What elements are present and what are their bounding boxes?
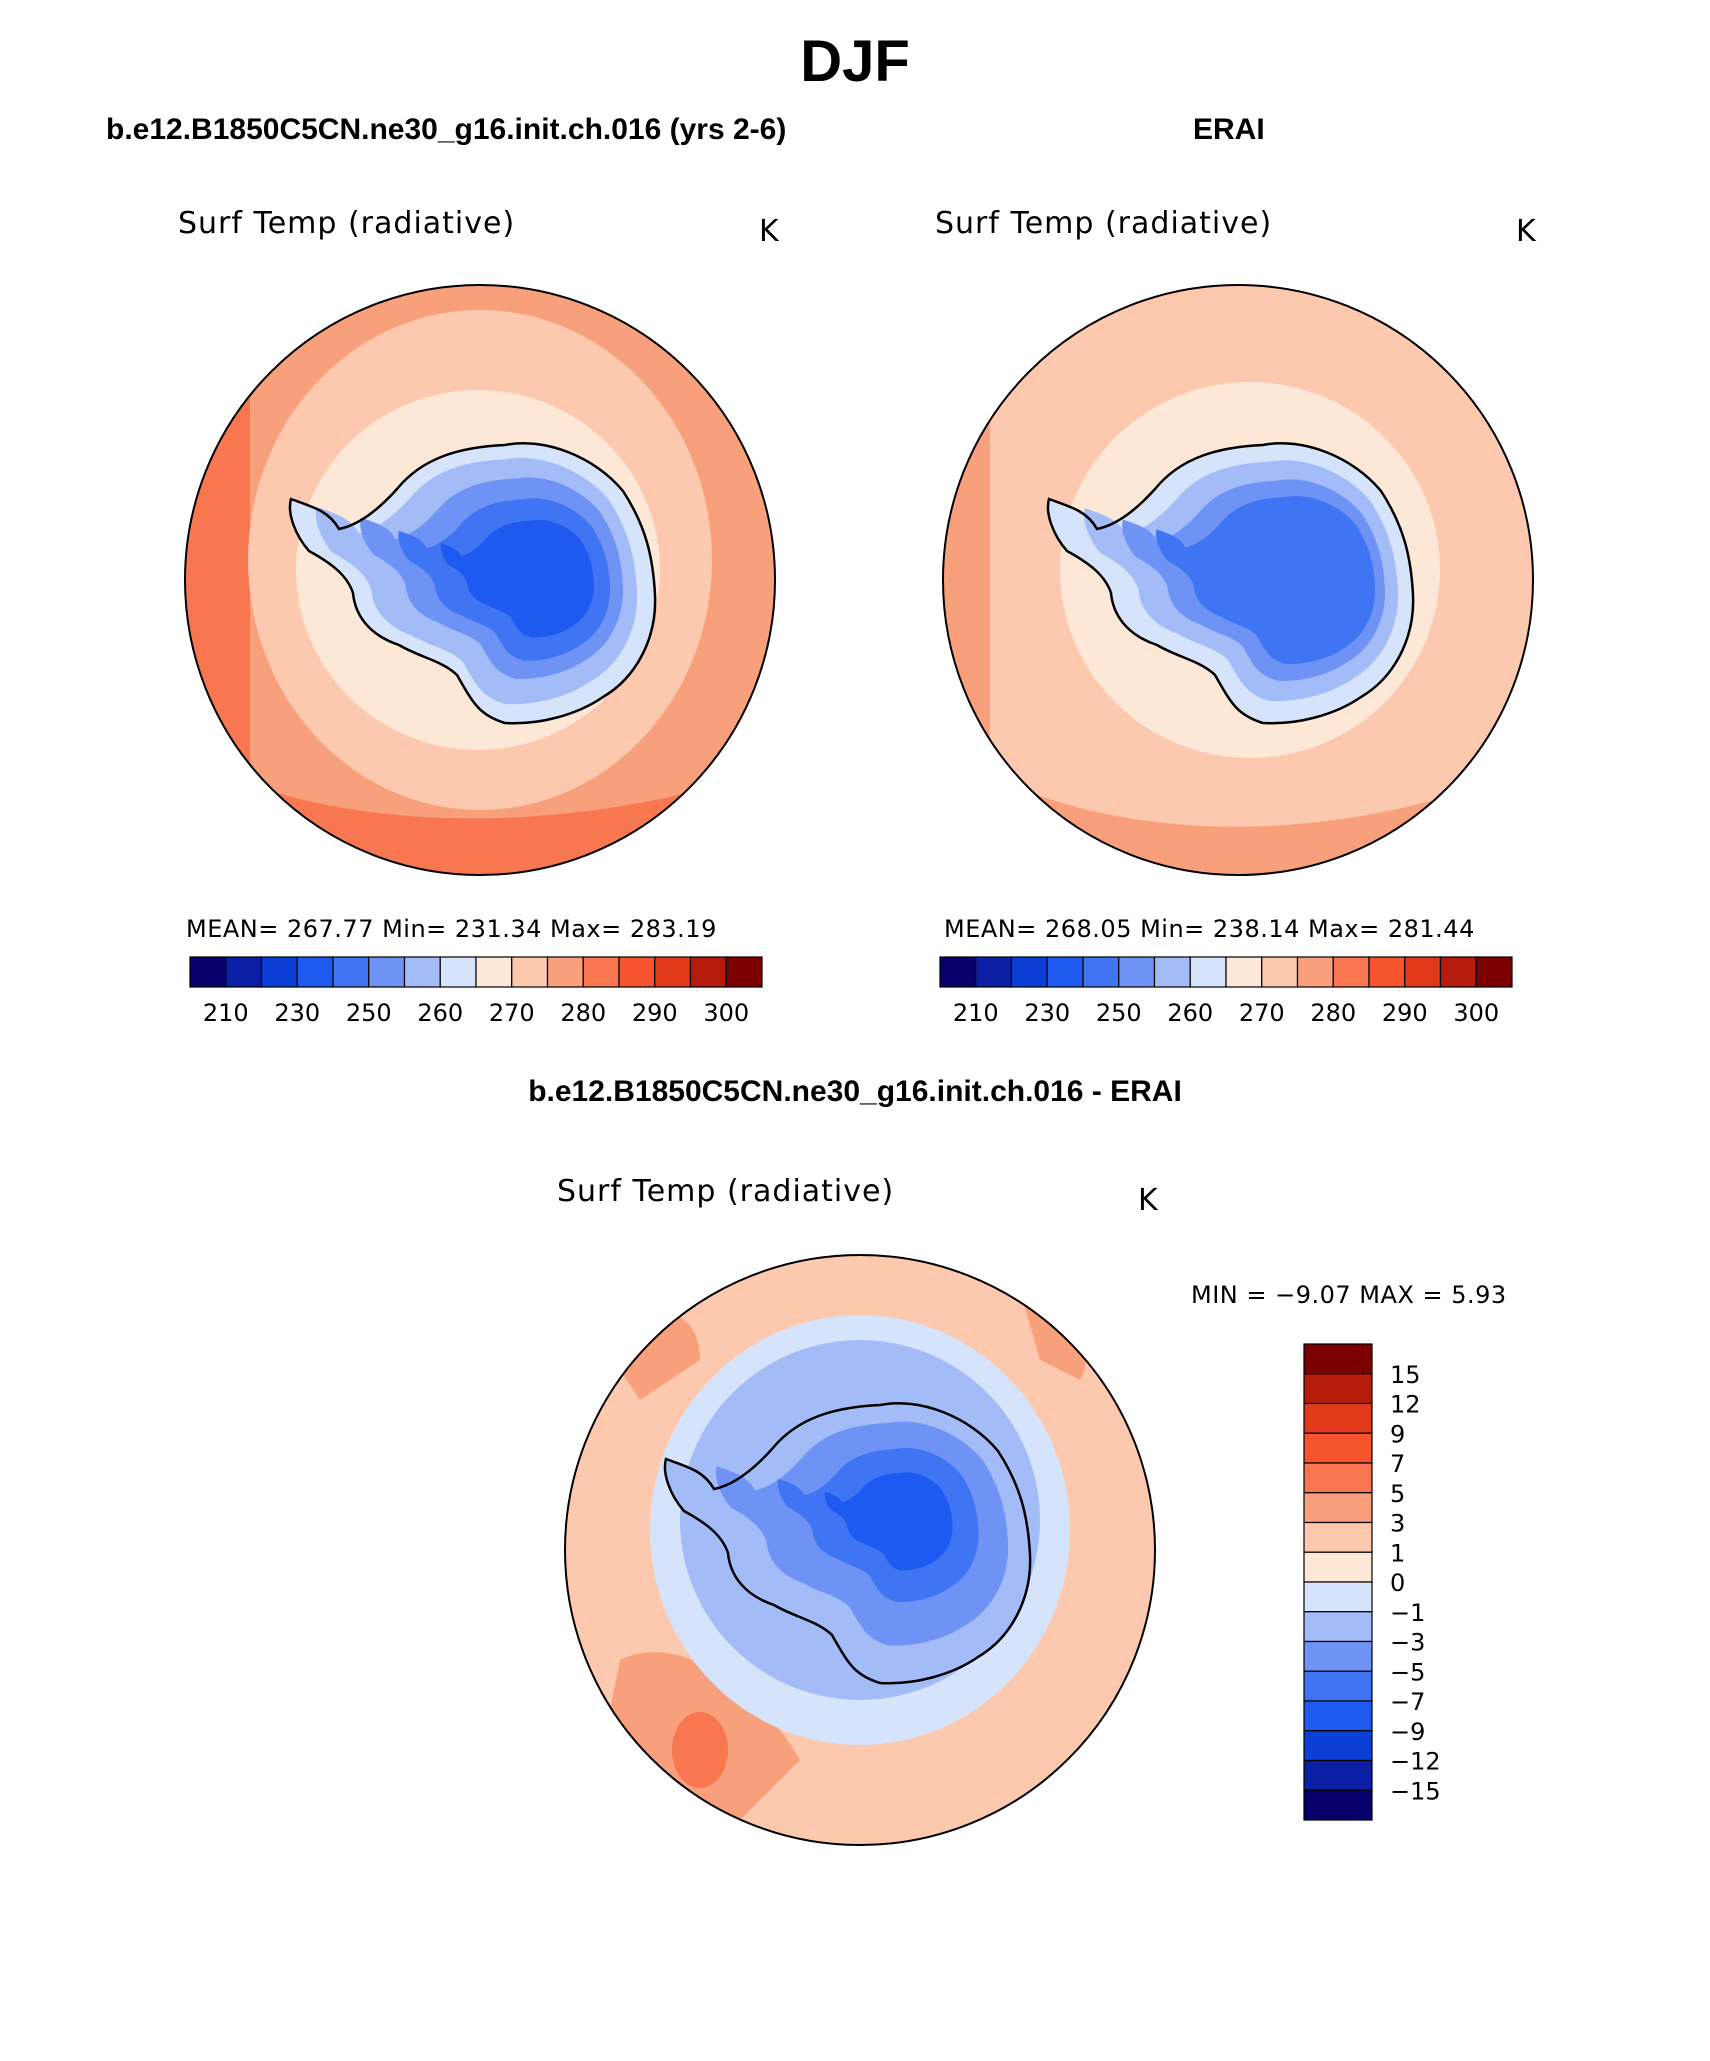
units-label-diff: K — [1138, 1183, 1158, 1218]
colorbar-diff-tick-label: 12 — [1390, 1391, 1421, 1419]
colorbar-diff-swatch — [1303, 1670, 1373, 1702]
variable-label-obs: Surf Temp (radiative) — [935, 206, 1273, 241]
colorbar-obs-swatch — [975, 956, 1013, 988]
colorbar-diff-swatch — [1303, 1700, 1373, 1732]
colorbar-diff-swatch — [1303, 1373, 1373, 1405]
colorbar-model-swatch — [189, 956, 227, 988]
colorbar-diff-tick-label: 1 — [1390, 1539, 1405, 1567]
units-label-model: K — [759, 214, 779, 249]
colorbar-obs-swatch — [1368, 956, 1406, 988]
colorbar-diff-tick-label: −5 — [1390, 1658, 1425, 1686]
colorbar-diff-swatch — [1303, 1789, 1373, 1821]
colorbar-model-tick-label: 230 — [274, 999, 320, 1027]
colorbar-obs-swatch — [1153, 956, 1191, 988]
colorbar-model-swatch — [296, 956, 334, 988]
colorbar-diff-tick-label: −12 — [1390, 1748, 1441, 1776]
colorbar-model-swatch — [654, 956, 692, 988]
page-title: DJF — [800, 29, 910, 94]
colorbar-diff-tick-label: 7 — [1390, 1450, 1405, 1478]
colorbar-diff-tick-label: −3 — [1390, 1629, 1425, 1657]
colorbar-diff-swatch — [1303, 1551, 1373, 1583]
colorbar-obs-swatch — [1475, 956, 1513, 988]
colorbar-model-swatch — [689, 956, 727, 988]
colorbar-model-swatch — [368, 956, 406, 988]
colorbar-model: 210 230 250 260 270 280 290 300 — [189, 956, 763, 1027]
colorbar-diff-tick-label: 3 — [1390, 1510, 1405, 1538]
colorbar-diff-swatch — [1303, 1343, 1373, 1375]
colorbar-obs-tick-label: 290 — [1382, 999, 1428, 1027]
colorbar-model-swatch — [225, 956, 263, 988]
colorbar-diff-swatch — [1303, 1759, 1373, 1791]
colorbar-obs-tick-label: 260 — [1167, 999, 1213, 1027]
colorbar-diff-swatch — [1303, 1402, 1373, 1434]
colorbar-diff-swatch — [1303, 1611, 1373, 1643]
panel-heading-diff: b.e12.B1850C5CN.ne30_g16.init.ch.016 - E… — [528, 1075, 1182, 1108]
colorbar-diff-tick-label: −15 — [1390, 1777, 1441, 1805]
panel-heading-model: b.e12.B1850C5CN.ne30_g16.init.ch.016 (yr… — [106, 113, 787, 146]
colorbar-obs-tick-label: 280 — [1310, 999, 1356, 1027]
colorbar-model-swatch — [475, 956, 513, 988]
colorbar-obs-tick-label: 230 — [1024, 999, 1070, 1027]
colorbar-obs-swatch — [1118, 956, 1156, 988]
colorbar-model-swatch — [582, 956, 620, 988]
colorbar-obs-swatch — [1439, 956, 1477, 988]
colorbar-model-tick-label: 250 — [346, 999, 392, 1027]
colorbar-diff-tick-label: −7 — [1390, 1688, 1425, 1716]
colorbar-obs-swatch — [1404, 956, 1442, 988]
colorbar-model-tick-label: 300 — [703, 999, 749, 1027]
colorbar-diff-tick-label: 9 — [1390, 1420, 1405, 1448]
colorbar-obs-tick-label: 250 — [1096, 999, 1142, 1027]
stats-obs: MEAN= 268.05 Min= 238.14 Max= 281.44 — [944, 915, 1475, 943]
colorbar-obs-swatch — [1261, 956, 1299, 988]
colorbar-obs-swatch — [1296, 956, 1334, 988]
map-panel-obs — [942, 284, 1534, 876]
colorbar-model-tick-label: 260 — [417, 999, 463, 1027]
colorbar-diff-tick-label: −1 — [1390, 1599, 1425, 1627]
colorbar-model-swatch — [332, 956, 370, 988]
colorbar-diff-swatch — [1303, 1492, 1373, 1524]
colorbar-diff-tick-label: 5 — [1390, 1480, 1405, 1508]
colorbar-diff-tick-label: 0 — [1390, 1569, 1405, 1597]
colorbar-diff-swatch — [1303, 1432, 1373, 1464]
colorbar-diff-swatch — [1303, 1730, 1373, 1762]
colorbar-obs-swatch — [939, 956, 977, 988]
stats-model: MEAN= 267.77 Min= 231.34 Max= 283.19 — [186, 915, 717, 943]
colorbar-model-swatch — [403, 956, 441, 988]
colorbar-obs-tick-label: 270 — [1239, 999, 1285, 1027]
colorbar-model-swatch — [725, 956, 763, 988]
colorbar-obs-swatch — [1010, 956, 1048, 988]
colorbar-model-tick-label: 210 — [203, 999, 249, 1027]
colorbar-model-tick-label: 270 — [489, 999, 535, 1027]
colorbar-model-swatch — [260, 956, 298, 988]
colorbar-model-swatch — [511, 956, 549, 988]
colorbar-diff-tick-label: 15 — [1390, 1361, 1421, 1389]
map-panel-diff — [564, 1254, 1156, 1846]
colorbar-model-tick-label: 290 — [632, 999, 678, 1027]
colorbar-obs-swatch — [1225, 956, 1263, 988]
colorbar-obs-tick-label: 300 — [1453, 999, 1499, 1027]
colorbar-obs: 210 230 250 260 270 280 290 300 — [939, 956, 1513, 1027]
colorbar-model-swatch — [439, 956, 477, 988]
colorbar-obs-swatch — [1082, 956, 1120, 988]
colorbar-diff-swatch — [1303, 1581, 1373, 1613]
colorbar-model-swatch — [546, 956, 584, 988]
stats-diff: MIN = −9.07 MAX = 5.93 — [1191, 1281, 1507, 1309]
colorbar-obs-tick-label: 210 — [953, 999, 999, 1027]
variable-label-diff: Surf Temp (radiative) — [557, 1174, 895, 1209]
colorbar-obs-swatch — [1189, 956, 1227, 988]
colorbar-diff-tick-label: −9 — [1390, 1718, 1425, 1746]
panel-heading-obs: ERAI — [1193, 113, 1265, 146]
variable-label-model: Surf Temp (radiative) — [178, 206, 516, 241]
colorbar-model-swatch — [618, 956, 656, 988]
map-panel-model — [184, 284, 776, 876]
colorbar-diff-swatch — [1303, 1462, 1373, 1494]
colorbar-diff-swatch — [1303, 1521, 1373, 1553]
colorbar-obs-swatch — [1046, 956, 1084, 988]
colorbar-model-tick-label: 280 — [560, 999, 606, 1027]
units-label-obs: K — [1516, 214, 1536, 249]
colorbar-obs-swatch — [1332, 956, 1370, 988]
colorbar-diff-swatch — [1303, 1640, 1373, 1672]
